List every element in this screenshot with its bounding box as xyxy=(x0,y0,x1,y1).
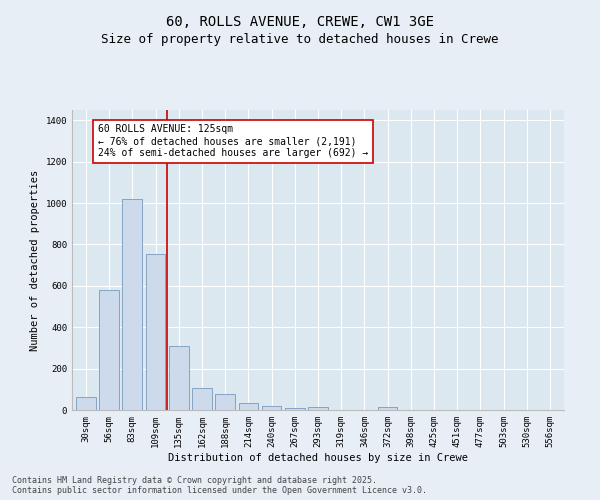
Text: 60, ROLLS AVENUE, CREWE, CW1 3GE: 60, ROLLS AVENUE, CREWE, CW1 3GE xyxy=(166,15,434,29)
X-axis label: Distribution of detached houses by size in Crewe: Distribution of detached houses by size … xyxy=(168,452,468,462)
Bar xyxy=(192,388,212,410)
Text: 60 ROLLS AVENUE: 125sqm
← 76% of detached houses are smaller (2,191)
24% of semi: 60 ROLLS AVENUE: 125sqm ← 76% of detache… xyxy=(98,124,368,158)
Bar xyxy=(262,406,281,410)
Bar xyxy=(285,408,305,410)
Bar xyxy=(215,394,235,410)
Bar xyxy=(239,403,258,410)
Bar xyxy=(76,396,96,410)
Bar xyxy=(99,290,119,410)
Text: Contains HM Land Registry data © Crown copyright and database right 2025.
Contai: Contains HM Land Registry data © Crown c… xyxy=(12,476,427,495)
Text: Size of property relative to detached houses in Crewe: Size of property relative to detached ho… xyxy=(101,32,499,46)
Bar xyxy=(378,407,397,410)
Bar xyxy=(146,254,166,410)
Bar xyxy=(169,346,188,410)
Y-axis label: Number of detached properties: Number of detached properties xyxy=(30,170,40,350)
Bar xyxy=(308,407,328,410)
Bar xyxy=(122,199,142,410)
